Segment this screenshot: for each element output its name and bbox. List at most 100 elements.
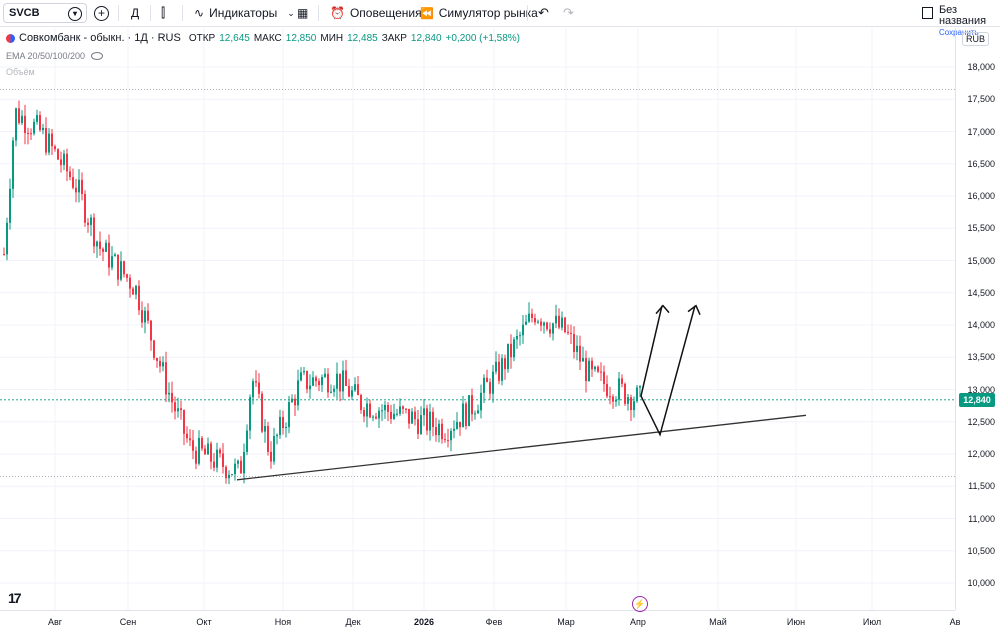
price-tick: 13,500 [967, 352, 995, 363]
current-price-label: 12,840 [959, 392, 995, 407]
candle-body [408, 408, 410, 424]
candle-body [417, 419, 419, 435]
candle-body [636, 387, 638, 402]
legend-high: 12,850 [285, 32, 317, 44]
candle-body [285, 427, 287, 429]
candles-icon: ⫿ [161, 5, 166, 20]
redo-button[interactable]: ↷ [563, 0, 574, 26]
candle-body [186, 433, 188, 439]
candle-body [12, 140, 14, 189]
candle-body [567, 331, 569, 333]
symbol-logo-icon [6, 33, 15, 43]
candle-body [198, 437, 200, 464]
candle-body [120, 261, 122, 280]
candle-body [24, 115, 26, 133]
candle-body [183, 410, 185, 434]
candle-body [33, 121, 35, 134]
candle-body [264, 426, 266, 432]
candle-body [438, 423, 440, 436]
add-symbol-button[interactable]: + [94, 0, 109, 26]
candle-body [84, 193, 86, 223]
price-tick: 13,000 [967, 384, 995, 395]
candle-body [276, 434, 278, 437]
ema-legend[interactable]: EMA 20/50/100/200 [6, 51, 104, 61]
candle-body [54, 146, 56, 150]
candle-body [129, 277, 131, 289]
candle-body [363, 410, 365, 417]
candle-body [597, 366, 599, 372]
compare-icon[interactable]: ▾ [68, 7, 82, 21]
interval-button[interactable]: Д [131, 0, 139, 26]
candle-body [51, 133, 53, 147]
time-axis[interactable]: Авг Сен Окт Ноя Дек 2026 Фев Мар Апр Май Июн Июл Ав [0, 610, 960, 635]
candle-body [498, 361, 500, 381]
chart-type-button[interactable]: ⫿ [161, 0, 165, 26]
candle-body [21, 115, 23, 123]
candle-body [474, 413, 476, 415]
candle-body [627, 397, 629, 404]
save-label: Сохранить [938, 28, 979, 37]
undo-button[interactable]: ↶ [538, 0, 549, 26]
candle-body [270, 451, 272, 462]
layout-icon [922, 7, 933, 19]
candle-body [603, 371, 605, 384]
candle-body [531, 313, 533, 318]
candle-body [315, 377, 317, 382]
candle-body [378, 410, 380, 419]
candle-body [330, 391, 332, 393]
legend-change: +0,200 (+1,58%) [445, 32, 521, 44]
price-axis[interactable]: 18,000 17,500 17,000 16,500 16,000 15,500 15,0… [955, 28, 1000, 610]
drawn-arrow-path [640, 305, 663, 397]
currency-button[interactable]: RUB [962, 32, 990, 46]
candle-body [201, 437, 203, 449]
candle-body [168, 392, 170, 395]
candle-body [78, 179, 80, 193]
candle-body [72, 177, 74, 188]
candle-body [228, 474, 230, 479]
candle-body [159, 360, 161, 367]
indicators-icon: ∿ [194, 6, 205, 20]
eye-icon[interactable] [91, 52, 104, 60]
candle-body [516, 336, 518, 340]
candle-body [141, 310, 143, 323]
candle-body [246, 430, 248, 452]
candle-body [564, 317, 566, 332]
candle-body [621, 378, 623, 384]
templates-button[interactable]: ▦ [297, 0, 308, 26]
alerts-button[interactable]: ⏰ Оповещения [330, 0, 422, 26]
arrow-head-icon [687, 304, 701, 315]
candle-body [147, 310, 149, 321]
symbol-search[interactable]: SVCB ▾ [3, 3, 87, 23]
candle-body [45, 128, 47, 153]
candle-body [339, 373, 341, 392]
legend-close: 12,840 [410, 32, 442, 44]
candle-body [612, 396, 614, 402]
volume-legend[interactable]: Объём [6, 67, 35, 77]
top-toolbar: SVCB ▾ + Д ⫿ ∿ Индикаторы ⌄ ▦ ⏰ Оповещен… [0, 0, 1000, 37]
candle-body [279, 416, 281, 435]
layout-name: Без названия [938, 4, 987, 27]
candle-body [426, 408, 428, 431]
candle-body [615, 399, 617, 402]
replay-button[interactable]: ⏪ Симулятор рынка [420, 0, 538, 26]
price-chart[interactable] [0, 28, 955, 610]
candle-body [156, 357, 158, 361]
candle-body [258, 382, 260, 394]
candle-body [345, 370, 347, 386]
indicators-button[interactable]: ∿ Индикаторы ⌄ [194, 0, 295, 26]
candle-body [177, 408, 179, 412]
lightning-icon[interactable]: ⚡ [632, 596, 648, 612]
candle-body [546, 322, 548, 330]
candle-body [384, 404, 386, 411]
candle-body [390, 411, 392, 419]
candle-body [234, 463, 236, 475]
legend-symbol-name: Совкомбанк - обыкн. · 1Д · RUS [19, 32, 181, 44]
candle-body [444, 439, 446, 441]
replay-label: Симулятор рынка [438, 6, 538, 20]
candle-body [414, 411, 416, 420]
candle-body [102, 248, 104, 252]
layout-save[interactable]: Без названия Сохранить [922, 5, 1000, 38]
price-tick: 17,000 [967, 126, 995, 137]
price-tick: 14,000 [967, 320, 995, 330]
candle-body [558, 315, 560, 328]
